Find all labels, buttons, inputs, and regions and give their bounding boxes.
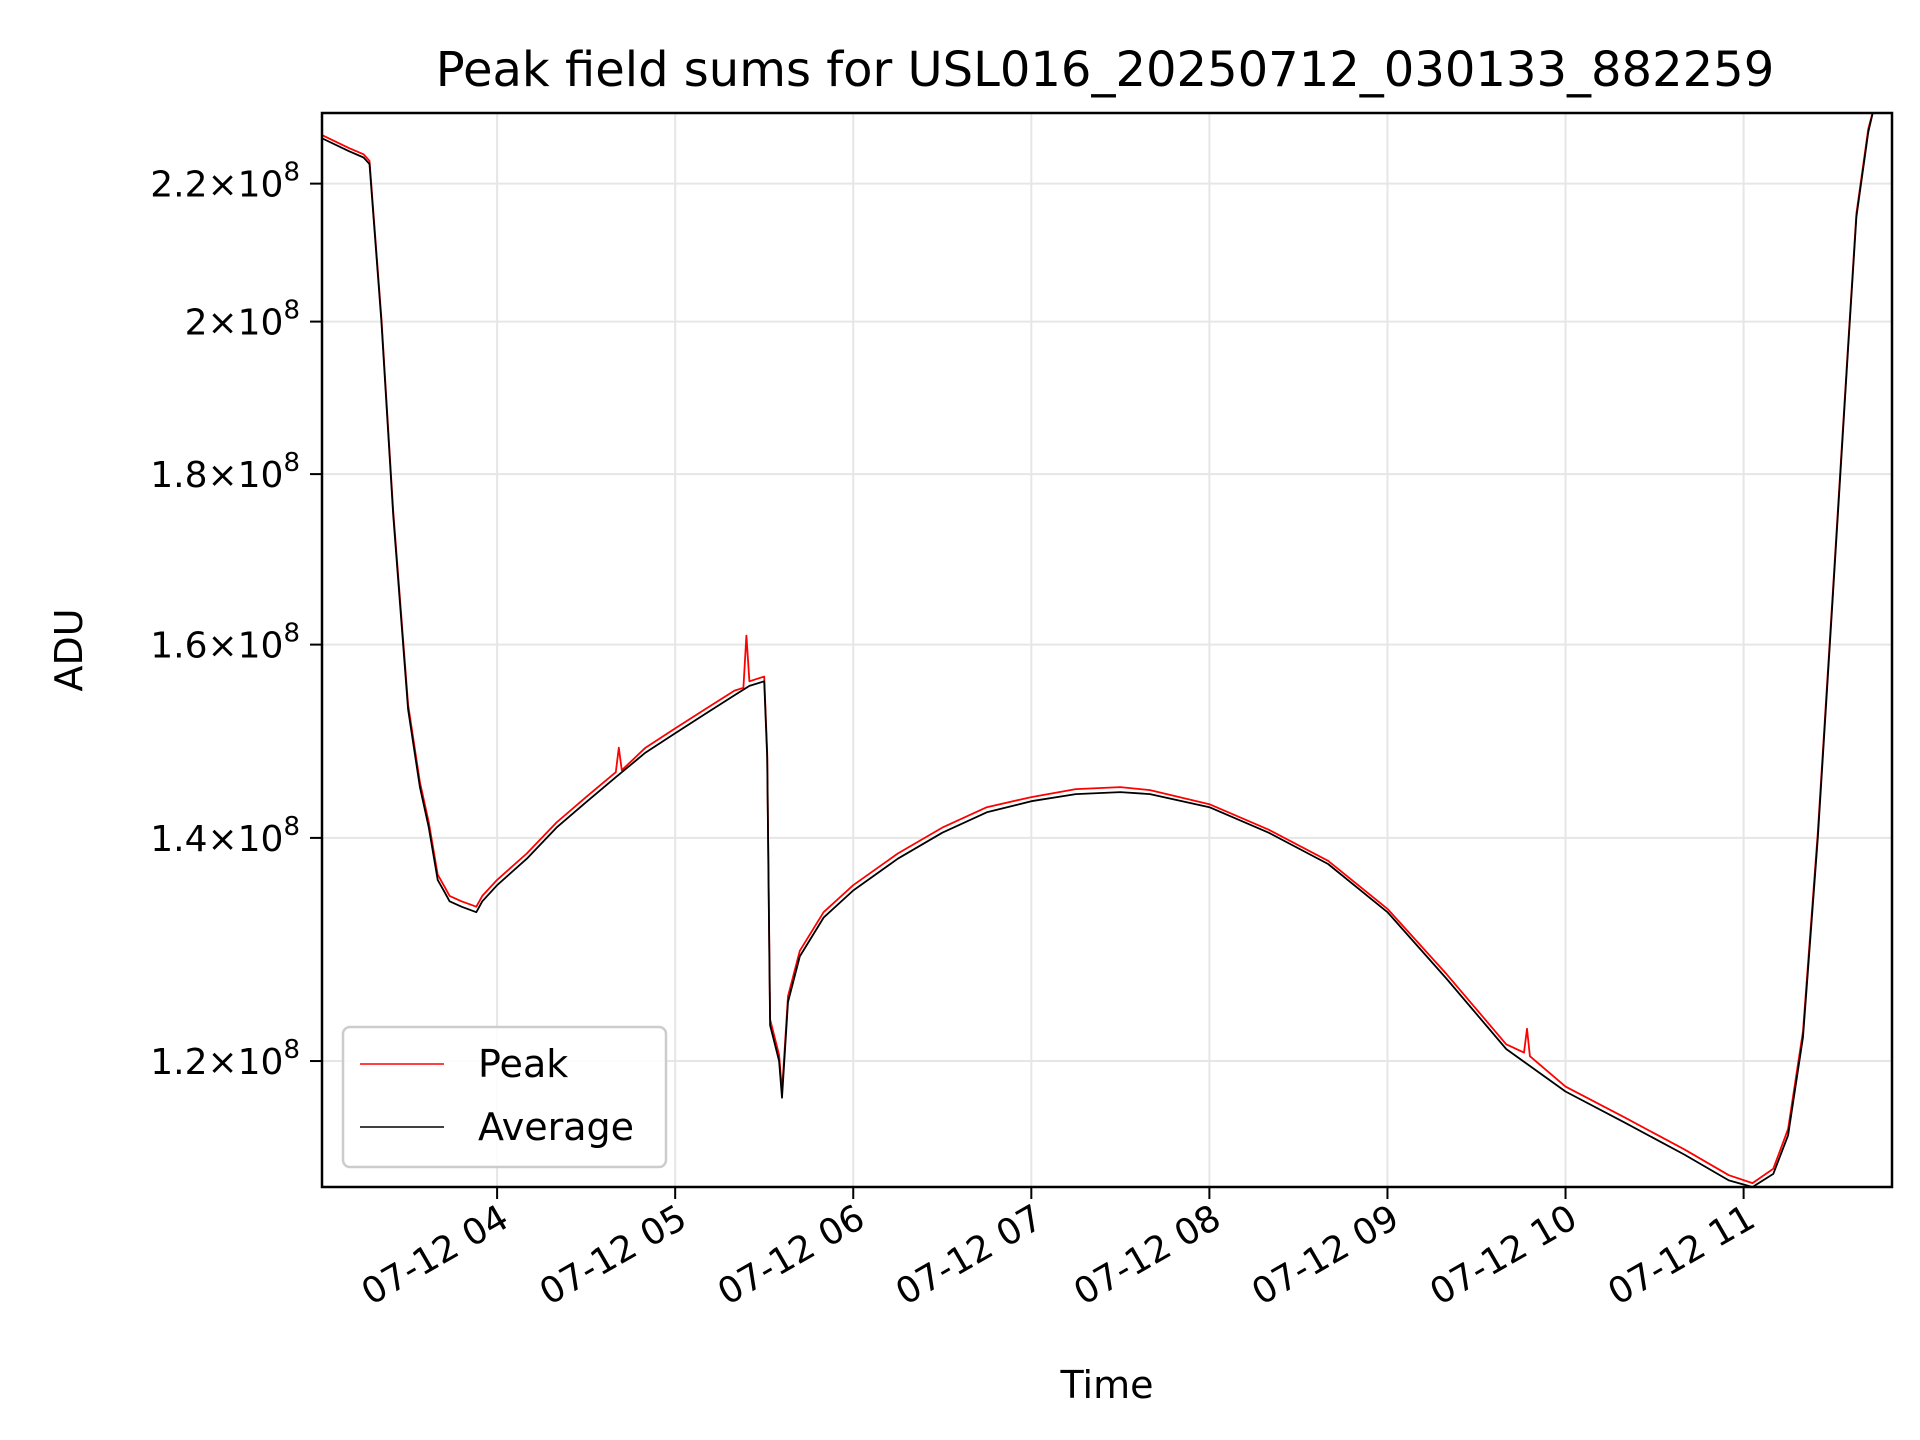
- chart-title: Peak field sums for USL016_20250712_0301…: [436, 42, 1775, 98]
- y-tick-label: 2.2×108: [150, 158, 300, 206]
- y-tick-label: 1.8×108: [150, 448, 300, 496]
- grid: [322, 113, 1892, 1187]
- legend-label-average: Average: [478, 1105, 634, 1149]
- legend-label-peak: Peak: [478, 1042, 568, 1086]
- series-layer: [322, 113, 1874, 1187]
- series-line-average: [322, 113, 1874, 1187]
- plot-frame: [320, 111, 1894, 1189]
- legend[interactable]: Peak Average: [341, 1025, 668, 1169]
- y-tick-label: 1.4×108: [150, 812, 300, 860]
- y-tick-label: 1.2×108: [150, 1035, 300, 1083]
- y-tick-label: 2×108: [185, 296, 300, 344]
- legend-box: [341, 1025, 668, 1169]
- y-axis-label: ADU: [47, 608, 91, 691]
- plot-area: [322, 113, 1874, 1187]
- y-tick-label: 1.6×108: [150, 619, 300, 667]
- y-axis: 1.2×108 1.4×108 1.6×108 1.8×108 2×108 2.2×108: [150, 158, 322, 1083]
- x-axis-label: Time: [1060, 1363, 1154, 1407]
